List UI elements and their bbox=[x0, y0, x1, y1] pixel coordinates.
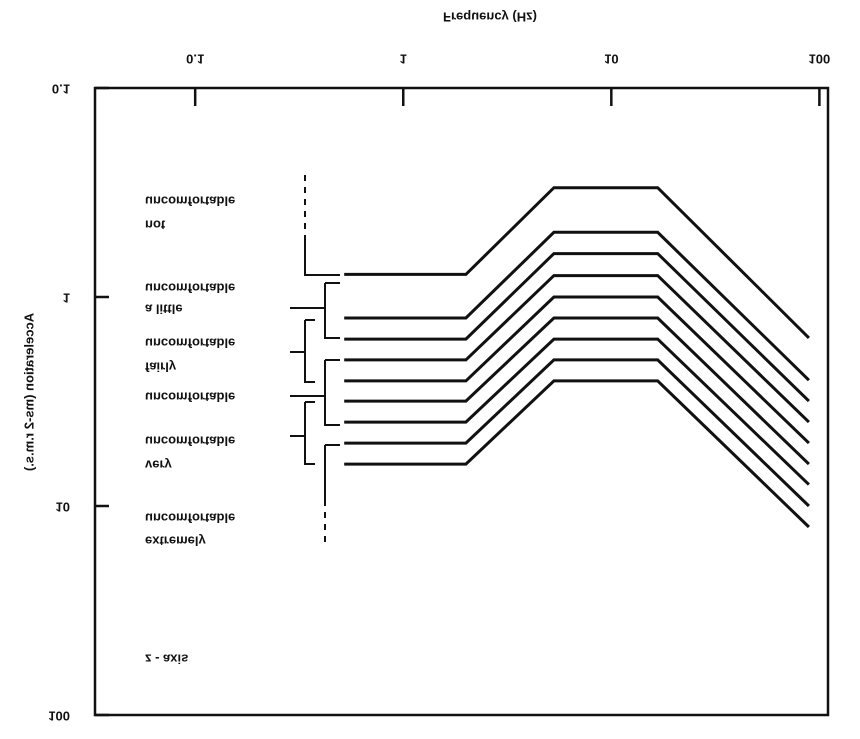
curve bbox=[344, 295, 810, 445]
annotation: uncomfortable bbox=[145, 511, 235, 526]
curve bbox=[344, 230, 810, 382]
x-tick-label: 0.1 bbox=[186, 52, 204, 67]
x-tick-label: 1 bbox=[400, 52, 407, 67]
x-tick-label: 10 bbox=[604, 52, 618, 67]
y-tick-label: 10 bbox=[56, 500, 70, 515]
annotation: very bbox=[145, 458, 173, 473]
annotation: uncomfortable bbox=[145, 336, 235, 351]
plot-frame bbox=[93, 86, 830, 717]
x-tick-label: 100 bbox=[809, 52, 831, 67]
annotation: uncomfortable bbox=[145, 434, 235, 449]
annotation: fairly bbox=[145, 360, 177, 375]
annotation: uncomfortable bbox=[145, 390, 235, 405]
curve bbox=[344, 274, 810, 424]
curve bbox=[344, 379, 810, 529]
brackets bbox=[290, 175, 340, 545]
curve bbox=[344, 358, 810, 508]
annotation: not bbox=[145, 218, 166, 233]
annotation: uncomfortable bbox=[145, 281, 235, 296]
annotation: a little bbox=[145, 302, 183, 317]
y-axis-label: Acceleration (ms-2 r.m.s.) bbox=[21, 313, 36, 471]
y-tick-label: 100 bbox=[48, 709, 70, 724]
x-axis-label: Frequency (Hz) bbox=[443, 10, 537, 25]
curve bbox=[344, 186, 810, 339]
y-tick-label: 0.1 bbox=[52, 82, 70, 97]
curve bbox=[344, 252, 810, 403]
curve bbox=[344, 316, 810, 466]
y-tick-label: 1 bbox=[63, 291, 70, 306]
curve bbox=[344, 337, 810, 486]
annotation: uncomfortable bbox=[145, 194, 235, 209]
annotation: extremely bbox=[145, 534, 206, 549]
annotation: z - axis bbox=[145, 652, 188, 667]
